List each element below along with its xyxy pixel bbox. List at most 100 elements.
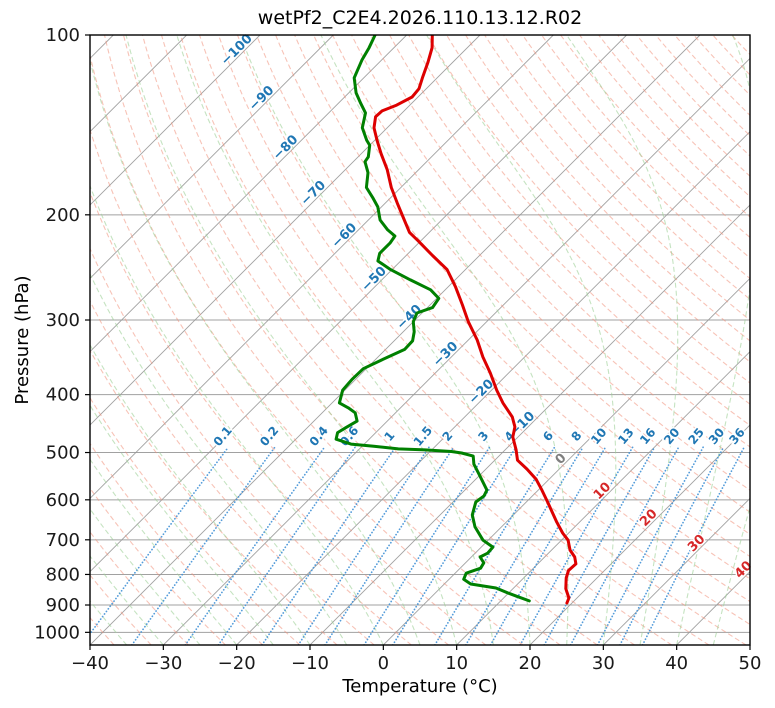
isotherm-label: −100: [218, 31, 255, 68]
isotherm-label: 20: [637, 506, 660, 529]
moist-adiabat-line: [712, 504, 750, 645]
moist-adiabat-line: [90, 343, 311, 645]
y-tick-label: 100: [46, 25, 80, 46]
mixing-ratio-line: [363, 446, 491, 645]
moist-adiabat-line: [125, 35, 458, 645]
mixing-ratio-label: 36: [726, 425, 747, 447]
dry-adiabat-line: [103, 35, 561, 645]
dry-adiabat-line: [275, 35, 750, 558]
dry-adiabat-line: [90, 127, 487, 645]
dry-adiabat-line: [90, 299, 375, 645]
dewpoint-curve: [334, 35, 531, 603]
x-tick-label: −30: [144, 653, 182, 674]
dry-adiabat-line: [332, 35, 750, 491]
y-axis-label: Pressure (hPa): [12, 275, 33, 404]
dry-adiabat-line: [313, 35, 750, 513]
moist-adiabat-line: [90, 272, 348, 645]
isotherm-line: [309, 204, 750, 645]
dry-adiabat-line: [122, 35, 598, 645]
dry-adiabat-line: [236, 35, 750, 603]
temperature-curve: [372, 35, 578, 605]
dry-adiabat-line: [655, 35, 750, 137]
dry-adiabat-line: [770, 35, 775, 645]
mixing-ratio-line: [90, 446, 230, 636]
mixing-ratio-line: [261, 446, 397, 645]
dry-adiabat-line: [522, 35, 750, 280]
mixing-ratio-line: [324, 446, 455, 645]
mixing-ratio-line: [391, 446, 517, 645]
mixing-ratio-line: [543, 446, 656, 645]
mixing-ratio-label: 2: [439, 429, 455, 444]
dry-adiabat-line: [693, 35, 750, 96]
mixing-ratio-line: [519, 446, 634, 645]
isotherm-label: 40: [732, 558, 755, 581]
mixing-ratio-line: [184, 446, 326, 645]
dry-adiabat-line: [484, 35, 750, 321]
mixing-ratio-label: 3: [475, 429, 491, 444]
y-tick-label: 200: [46, 205, 80, 226]
x-tick-label: 10: [445, 653, 468, 674]
mixing-ratio-line: [619, 446, 725, 645]
mixing-ratio-line: [641, 446, 745, 645]
mixing-ratio-label: 0.1: [211, 424, 235, 449]
dry-adiabat-line: [351, 35, 750, 470]
dry-adiabat-line: [294, 35, 750, 535]
mixing-ratio-line: [464, 446, 584, 645]
isotherm-line: [90, 35, 554, 499]
y-tick-label: 300: [46, 310, 80, 331]
isotherm-line: [603, 497, 750, 645]
isotherm-label: −30: [430, 339, 461, 370]
mixing-ratio-label: 30: [706, 425, 727, 447]
moist-adiabat-line: [90, 58, 421, 645]
mixing-ratio-line: [569, 446, 680, 645]
isotherm-line: [529, 424, 750, 645]
dry-adiabat-line: [560, 35, 750, 239]
isotherm-line: [236, 131, 750, 645]
isotherm-line: [749, 644, 750, 645]
mixing-ratio-label: 1: [381, 429, 397, 444]
dry-adiabat-line: [503, 35, 750, 301]
mixing-ratio-line: [217, 446, 356, 645]
dry-adiabat-line: [598, 35, 750, 198]
x-tick-label: −40: [71, 653, 109, 674]
y-tick-label: 900: [46, 595, 80, 616]
isotherm-line: [676, 571, 750, 645]
mixing-ratio-label: 16: [637, 425, 658, 447]
dry-adiabat-line: [217, 35, 750, 626]
x-tick-label: −10: [291, 653, 329, 674]
mixing-ratio-line: [131, 446, 276, 645]
dry-adiabat-line: [90, 487, 226, 645]
dry-adiabat-line: [674, 35, 750, 117]
dry-adiabat-line: [90, 53, 524, 645]
isotherm-line: [90, 35, 481, 426]
x-tick-label: 40: [665, 653, 688, 674]
y-tick-label: 800: [46, 564, 80, 585]
dry-adiabat-line: [389, 35, 750, 427]
y-tick-label: 1000: [34, 622, 80, 643]
y-tick-label: 400: [46, 385, 80, 406]
dry-adiabat-line: [751, 35, 775, 645]
x-tick-label: −20: [218, 653, 256, 674]
isotherm-label: −40: [394, 302, 425, 333]
isotherm-line: [163, 57, 750, 645]
moist-adiabat-line: [320, 35, 569, 645]
mixing-ratio-label: 0.2: [257, 424, 281, 449]
mixing-ratio-line: [489, 446, 607, 645]
figure-title: wetPf2_C2E4.2026.110.13.12.R02: [258, 7, 582, 29]
dry-adiabat-line: [141, 35, 635, 645]
dry-adiabat-line: [408, 35, 750, 405]
dry-adiabat-line: [255, 35, 750, 580]
dry-adiabat-line: [731, 35, 750, 56]
isotherm-label: −70: [298, 178, 329, 209]
mixing-ratio-line: [297, 446, 430, 645]
isotherm-line: [383, 277, 750, 645]
x-tick-label: 20: [519, 653, 542, 674]
isotherm-line: [90, 35, 627, 573]
dry-adiabat-line: [198, 35, 747, 645]
axes-frame: [89, 34, 751, 646]
isotherm-label: −80: [270, 132, 301, 163]
isotherm-label: −60: [329, 220, 360, 251]
mixing-ratio-label: 13: [615, 425, 636, 447]
